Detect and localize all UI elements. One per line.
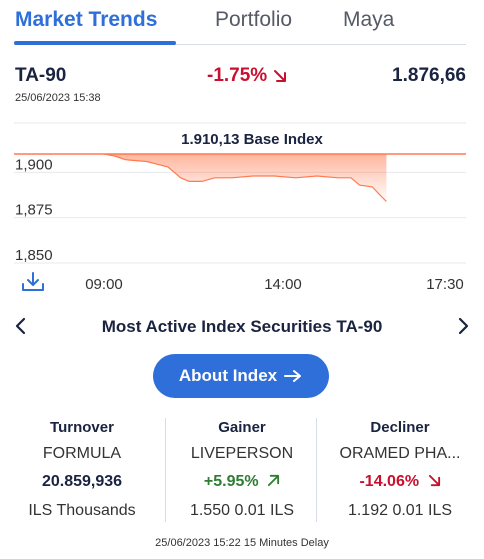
decliner-change-value: -14.06% xyxy=(359,473,420,490)
tab-maya[interactable]: Maya xyxy=(343,8,395,31)
decliner-detail: 1.192 0.01 ILS xyxy=(347,502,453,519)
arrow-right-icon xyxy=(284,370,302,382)
x-tick-label: 14:00 xyxy=(264,276,302,293)
chart-svg: 1.910,13 Base Index 1,900 1,875 1,850 09:00 1… xyxy=(14,122,466,293)
stats-divider xyxy=(316,418,317,522)
prev-arrow-icon[interactable] xyxy=(14,316,28,342)
decliner-column: Decliner ORAMED PHA... -14.06% 1.192 0.0… xyxy=(325,416,475,526)
about-index-button[interactable]: About Index xyxy=(153,354,329,398)
tab-market-trends[interactable]: Market Trends xyxy=(15,8,158,31)
gainer-heading: Gainer xyxy=(218,419,266,436)
y-tick-label: 1,875 xyxy=(15,202,53,219)
index-change: -1.75% xyxy=(207,65,287,87)
x-tick-label: 17:30 xyxy=(426,276,464,293)
turnover-column: Turnover FORMULA 20.859,936 ILS Thousand… xyxy=(7,416,157,526)
turnover-unit: ILS Thousands xyxy=(28,502,136,519)
gainer-change-value: +5.95% xyxy=(203,473,259,490)
series-area xyxy=(104,154,387,202)
active-tab-indicator xyxy=(14,41,176,45)
gainer-detail: 1.550 0.01 ILS xyxy=(189,502,295,519)
turnover-value: 20.859,936 xyxy=(41,473,123,490)
y-tick-label: 1,900 xyxy=(15,156,53,173)
index-value: 1.876,66 xyxy=(392,65,466,86)
carousel-title: Most Active Index Securities TA-90 xyxy=(101,317,383,336)
decliner-security[interactable]: ORAMED PHA... xyxy=(339,445,461,462)
arrow-down-right-icon xyxy=(428,474,440,487)
download-icon[interactable] xyxy=(20,271,46,293)
footer-delay-note: 25/06/2023 15:22 15 Minutes Delay xyxy=(155,537,329,549)
arrow-up-right-icon xyxy=(268,474,280,487)
tab-portfolio[interactable]: Portfolio xyxy=(215,8,293,31)
series-line xyxy=(103,153,387,202)
stats-panel: Turnover FORMULA 20.859,936 ILS Thousand… xyxy=(0,416,484,528)
x-tick-label: 09:00 xyxy=(85,276,123,293)
y-tick-label: 1,850 xyxy=(15,247,53,264)
base-index-label: 1.910,13 Base Index xyxy=(181,131,323,148)
decliner-heading: Decliner xyxy=(370,419,430,436)
gainer-column: Gainer LIVEPERSON +5.95% 1.550 0.01 ILS xyxy=(167,416,317,526)
tabs-divider xyxy=(14,44,466,45)
stats-divider xyxy=(165,418,166,522)
turnover-heading: Turnover xyxy=(50,419,114,436)
gainer-change: +5.95% xyxy=(167,468,317,496)
next-arrow-icon[interactable] xyxy=(456,316,470,342)
index-name: TA-90 xyxy=(15,65,67,86)
gainer-security[interactable]: LIVEPERSON xyxy=(190,445,294,462)
index-datetime: 25/06/2023 15:38 xyxy=(15,92,101,104)
turnover-security[interactable]: FORMULA xyxy=(42,445,122,462)
arrow-down-right-icon xyxy=(274,70,287,82)
index-change-value: -1.75% xyxy=(207,65,268,86)
index-chart: 1.910,13 Base Index 1,900 1,875 1,850 09:00 1… xyxy=(0,118,484,298)
decliner-change: -14.06% xyxy=(325,468,475,496)
about-index-label: About Index xyxy=(178,366,278,385)
tab-bar: Market Trends Portfolio Maya xyxy=(0,0,484,48)
securities-carousel: Most Active Index Securities TA-90 xyxy=(0,312,484,342)
